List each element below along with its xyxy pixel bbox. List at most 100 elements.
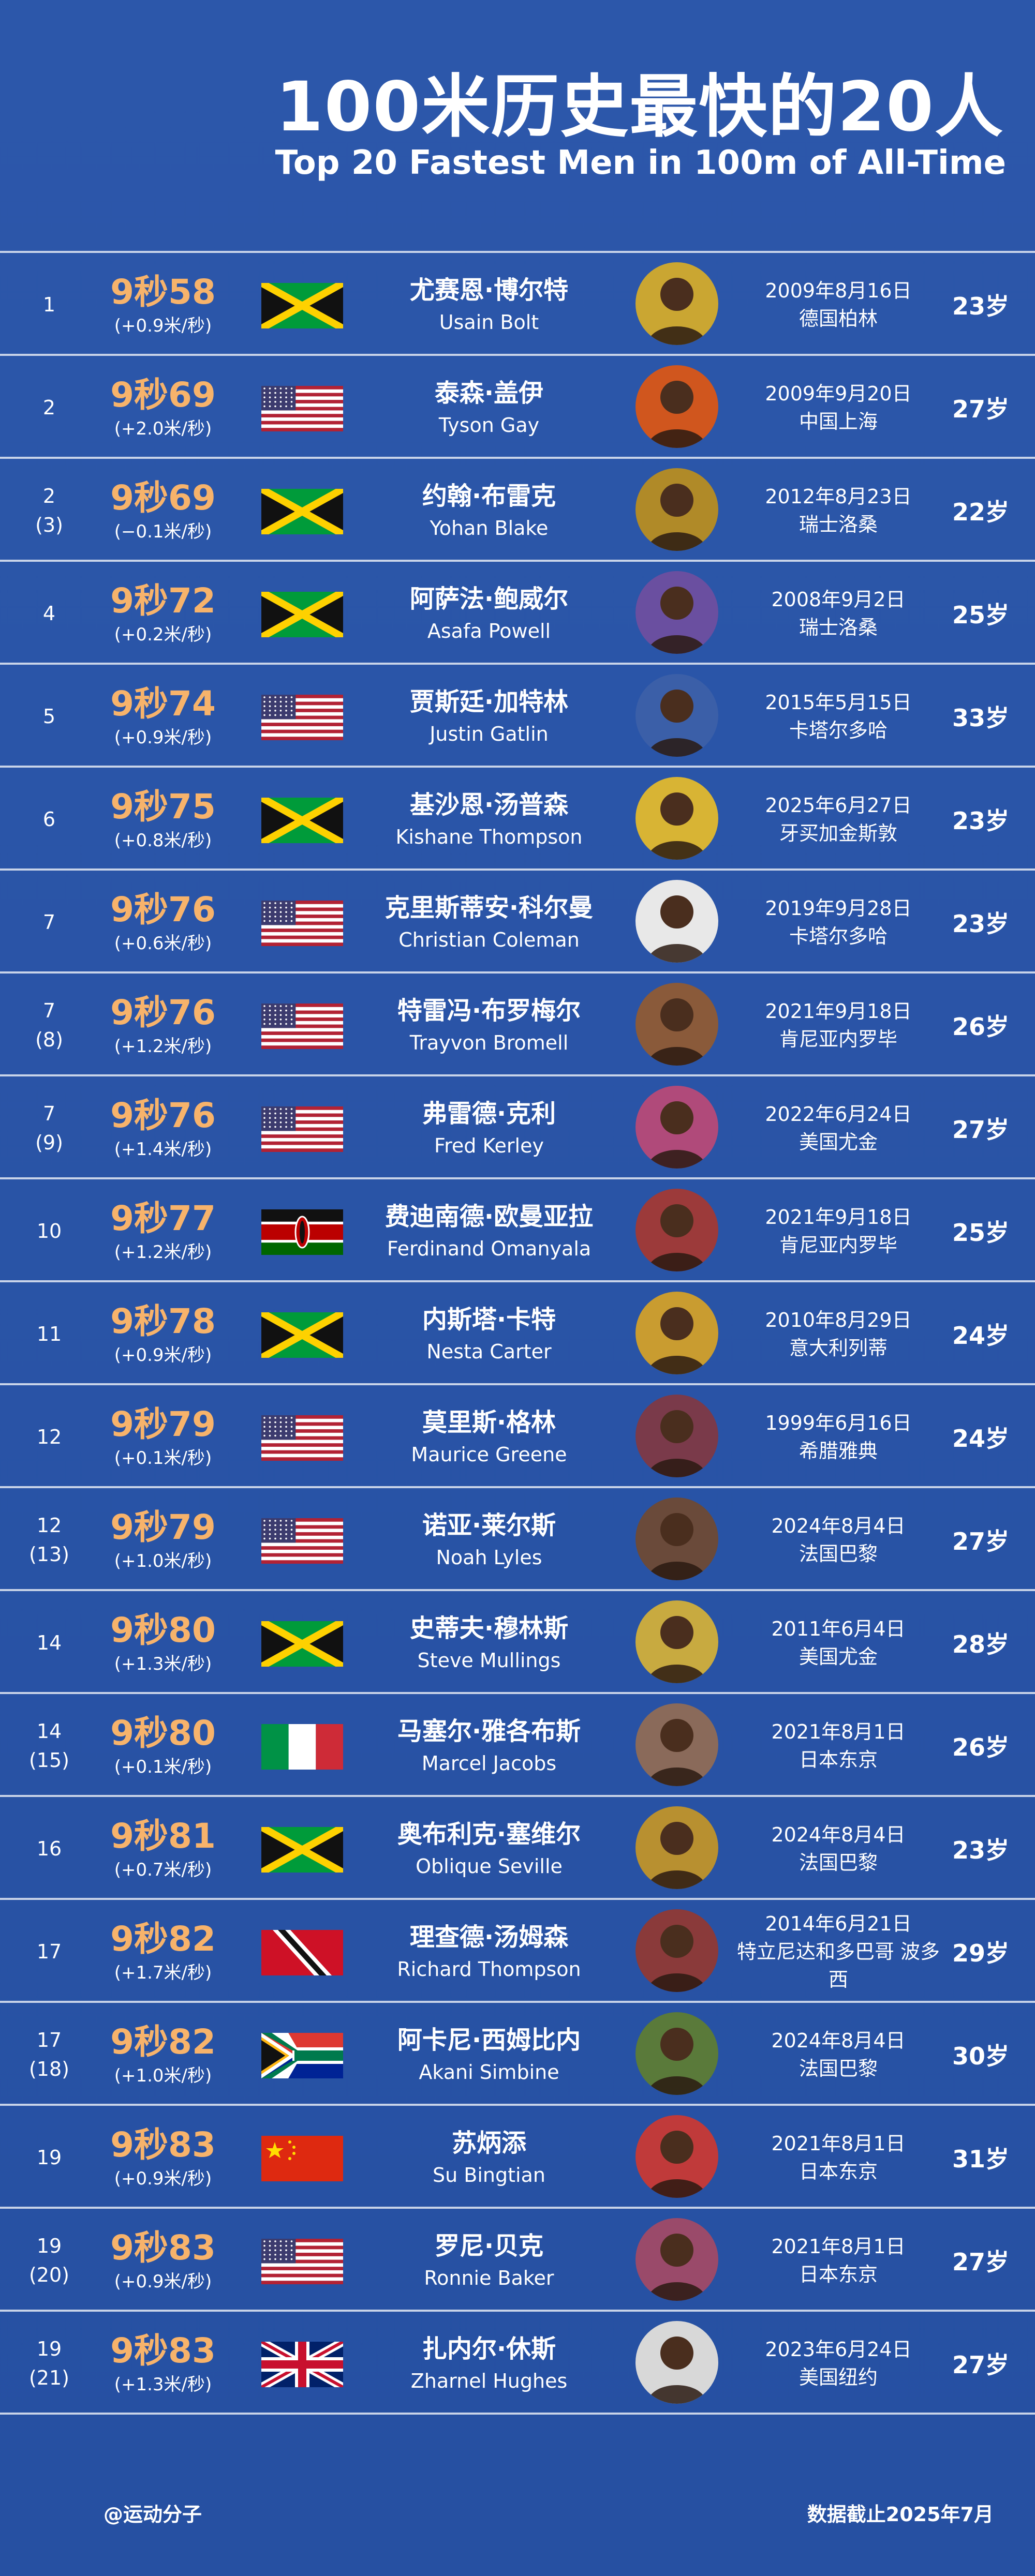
athlete-avatar [635, 1703, 718, 1786]
table-row: 7 (9) 9秒76 (+1.4米/秒) 弗雷德·克利 Fred Kerley … [0, 1076, 1035, 1179]
usa-flag-icon [261, 1004, 343, 1050]
rank-number: 7 [42, 999, 56, 1022]
wind-speed: (+1.7米/秒) [114, 1962, 212, 1983]
athlete-name-en: Su Bingtian [433, 2163, 545, 2186]
athlete-name-en: Nesta Carter [426, 1340, 552, 1363]
athlete-name: 罗尼·贝克 Ronnie Baker [362, 2209, 616, 2312]
time-value: 9秒78 [110, 1301, 216, 1341]
table-row: 14 (15) 9秒80 (+0.1米/秒) 马塞尔·雅各布斯 Marcel J… [0, 1694, 1035, 1797]
rank-number: 12 [36, 1425, 62, 1448]
time-value: 9秒69 [110, 477, 216, 518]
athlete-avatar [635, 571, 718, 654]
athlete-name-cn: 理查德·汤姆森 [409, 1922, 569, 1952]
table-row: 4 9秒72 (+0.2米/秒) 阿萨法·鲍威尔 Asafa Powell 20… [0, 562, 1035, 665]
time-value: 9秒79 [110, 1404, 216, 1444]
wind-speed: (+0.1米/秒) [114, 1447, 212, 1469]
wind-speed: (+0.9米/秒) [114, 315, 212, 336]
athlete-avatar [635, 983, 718, 1066]
record-place: 法国巴黎 [799, 1851, 878, 1874]
record-date-place: 2009年8月16日 德国柏林 [735, 253, 942, 356]
rank-number: 11 [36, 1322, 62, 1345]
record-place: 卡塔尔多哈 [789, 924, 888, 948]
rank-sub: (13) [28, 1542, 69, 1566]
athlete-avatar [635, 262, 718, 345]
table-row: 7 (8) 9秒76 (+1.2米/秒) 特雷冯·布罗梅尔 Trayvon Br… [0, 974, 1035, 1076]
page-title: 100米历史最快的20人 [275, 67, 1004, 147]
usa-flag-icon [261, 1518, 343, 1564]
rank: 6 [16, 768, 83, 871]
record-date: 2009年8月16日 [765, 279, 912, 302]
wind-speed: (+0.9米/秒) [114, 2168, 212, 2189]
time-value: 9秒80 [110, 1713, 216, 1753]
athlete-name-cn: 扎内尔·休斯 [422, 2334, 556, 2363]
ranking-table: 1 9秒58 (+0.9米/秒) 尤赛恩·博尔特 Usain Bolt 2009… [0, 251, 1035, 2415]
athlete-age: 25岁 [952, 601, 1009, 629]
rank: 14 (15) [16, 1694, 83, 1797]
usa-flag-icon [261, 2239, 343, 2285]
rank: 14 [16, 1591, 83, 1694]
time-block: 9秒77 (+1.2米/秒) [96, 1179, 230, 1282]
south-africa-flag-icon [261, 2033, 343, 2078]
athlete-age: 23岁 [952, 292, 1009, 320]
athlete-age: 27岁 [952, 1527, 1009, 1555]
athlete-name: 诺亚·莱尔斯 Noah Lyles [362, 1488, 616, 1591]
table-row: 17 9秒82 (+1.7米/秒) 理查德·汤姆森 Richard Thomps… [0, 1900, 1035, 2003]
record-date-place: 2021年9月18日 肯尼亚内罗毕 [735, 1179, 942, 1282]
record-place: 瑞士洛桑 [799, 513, 878, 536]
rank-number: 7 [42, 1102, 56, 1125]
wind-speed: (−0.1米/秒) [114, 521, 212, 542]
athlete-name-en: Zharnel Hughes [410, 2369, 568, 2392]
record-place: 日本东京 [799, 1748, 878, 1771]
table-row: 19 9秒83 (+0.9米/秒) 苏炳添 Su Bingtian 2021年8… [0, 2106, 1035, 2209]
record-date: 2010年8月29日 [765, 1308, 912, 1331]
athlete-name-en: Trayvon Bromell [409, 1031, 569, 1054]
wind-speed: (+1.4米/秒) [114, 1139, 212, 1160]
athlete-age: 26岁 [952, 1733, 1009, 1761]
rank: 12 [16, 1385, 83, 1488]
athlete-age: 28岁 [952, 1630, 1009, 1658]
rank: 19 (20) [16, 2209, 83, 2312]
record-date-place: 2008年9月2日 瑞士洛桑 [735, 562, 942, 665]
rank: 12 (13) [16, 1488, 83, 1591]
athlete-avatar [635, 2012, 718, 2095]
record-date: 2008年9月2日 [771, 588, 906, 611]
athlete-avatar [635, 468, 718, 551]
rank-sub: (15) [28, 1748, 69, 1772]
time-value: 9秒79 [110, 1507, 216, 1547]
athlete-name-en: Marcel Jacobs [421, 1751, 557, 1775]
wind-speed: (+0.6米/秒) [114, 933, 212, 954]
rank-number: 17 [36, 1940, 62, 1963]
athlete-age: 33岁 [952, 703, 1009, 732]
athlete-age: 23岁 [952, 909, 1009, 938]
time-block: 9秒83 (+0.9米/秒) [96, 2209, 230, 2312]
rank-sub: (18) [28, 2057, 69, 2080]
time-value: 9秒77 [110, 1198, 216, 1238]
table-row: 12 9秒79 (+0.1米/秒) 莫里斯·格林 Maurice Greene … [0, 1385, 1035, 1488]
athlete-name-cn: 奥布利克·塞维尔 [397, 1819, 581, 1849]
wind-speed: (+1.0米/秒) [114, 2065, 212, 2086]
wind-speed: (+1.3米/秒) [114, 1653, 212, 1674]
time-block: 9秒58 (+0.9米/秒) [96, 253, 230, 356]
athlete-name-en: Oblique Seville [416, 1854, 563, 1878]
record-date-place: 2010年8月29日 意大利列蒂 [735, 1282, 942, 1385]
rank-number: 12 [36, 1514, 62, 1537]
record-place: 瑞士洛桑 [799, 616, 878, 639]
record-place: 法国巴黎 [799, 1542, 878, 1565]
rank: 7 (9) [16, 1076, 83, 1179]
record-date-place: 2024年8月4日 法国巴黎 [735, 2003, 942, 2106]
wind-speed: (+0.9米/秒) [114, 2271, 212, 2292]
record-place: 肯尼亚内罗毕 [779, 1027, 897, 1051]
wind-speed: (+1.2米/秒) [114, 1241, 212, 1263]
record-place: 美国纽约 [799, 2365, 878, 2389]
rank-number: 6 [42, 807, 56, 831]
athlete-name-cn: 费迪南德·欧曼亚拉 [385, 1202, 594, 1231]
athlete-name-cn: 弗雷德·克利 [422, 1099, 556, 1128]
athlete-name: 理查德·汤姆森 Richard Thompson [362, 1900, 616, 2003]
record-date: 2021年8月1日 [771, 2235, 906, 2258]
record-place: 德国柏林 [799, 307, 878, 330]
table-row: 11 9秒78 (+0.9米/秒) 内斯塔·卡特 Nesta Carter 20… [0, 1282, 1035, 1385]
wind-speed: (+0.8米/秒) [114, 830, 212, 851]
athlete-avatar [635, 1600, 718, 1683]
athlete-name-cn: 基沙恩·汤普森 [409, 790, 569, 819]
